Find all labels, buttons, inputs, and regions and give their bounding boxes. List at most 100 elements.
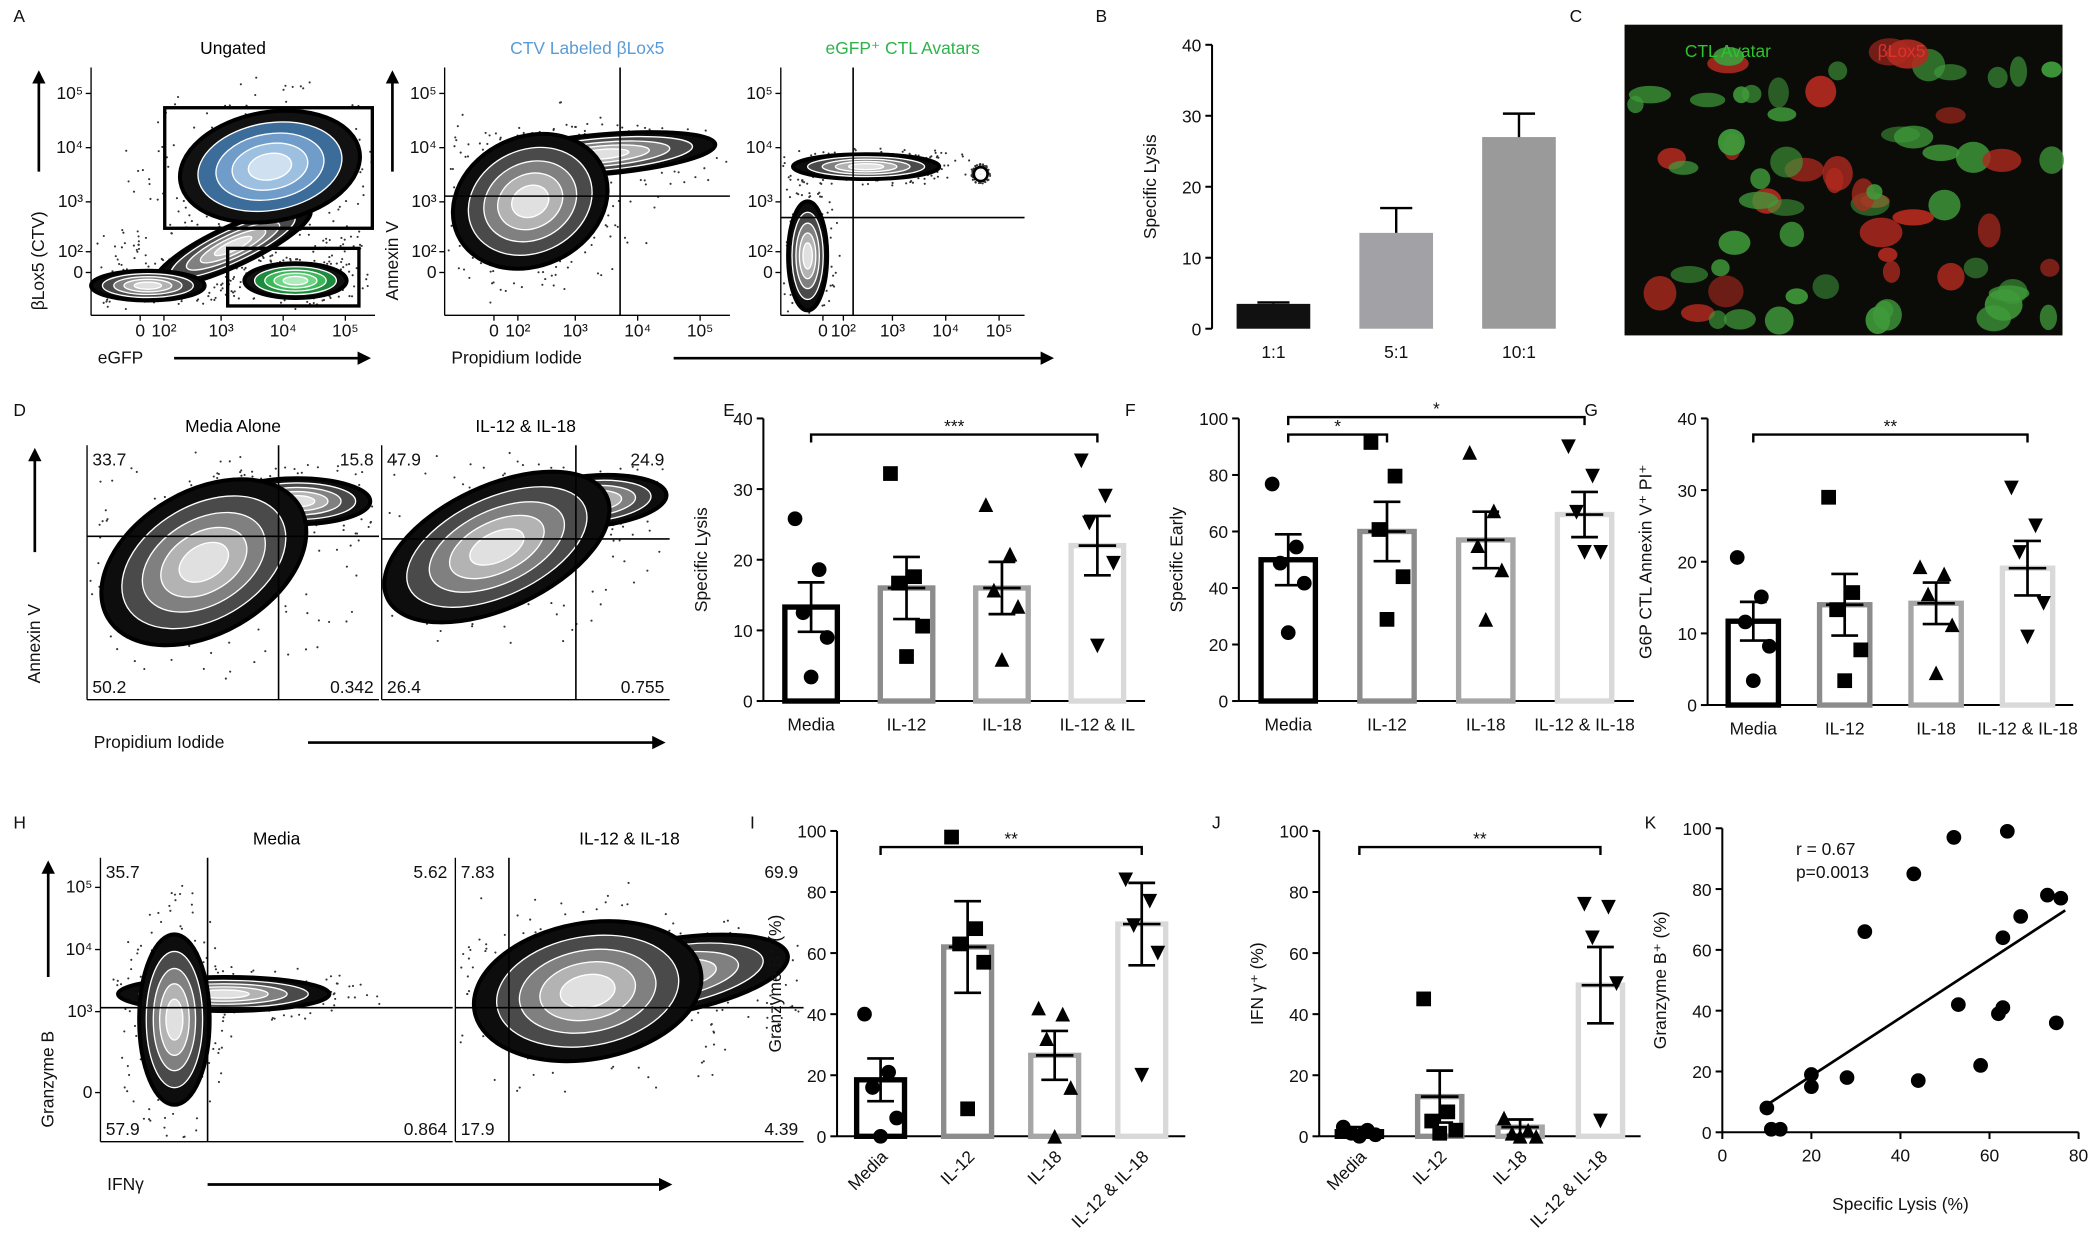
quadrant-percent: 69.9 [764,862,798,882]
event-dot [156,198,159,201]
y-tick-label: 60 [1692,941,1711,961]
y-tick-label: 10⁴ [66,939,93,959]
y-tick-label: 10⁴ [410,137,437,157]
event-dot [238,286,242,289]
y-tick-label: 0 [763,262,773,282]
event-dot [378,1002,381,1005]
cell [1812,274,1840,299]
event-dot [599,116,602,119]
event-dot [668,929,671,932]
event-dot [765,1001,769,1005]
event-dot [221,1020,225,1023]
event-dot [353,285,356,288]
event-dot [672,922,675,925]
event-dot [361,287,364,290]
event-dot [208,1100,212,1103]
event-dot [106,305,109,308]
y-tick-label: 0 [817,1127,827,1147]
event-dot [987,178,990,181]
event-dot [891,181,894,185]
event-dot [228,104,231,107]
data-point [1906,866,1922,882]
event-dot [766,1016,769,1019]
y-tick-label: 80 [1209,466,1228,486]
data-point [1081,515,1097,531]
event-dot [944,152,947,155]
event-dot [153,497,156,500]
event-dot [509,641,512,644]
event-dot [481,148,484,151]
data-point [1999,823,2015,839]
event-dot [529,918,532,921]
bar [1554,511,1615,704]
event-dot [348,985,351,988]
event-dot [780,1016,783,1020]
event-dot [604,901,607,904]
point-group [2004,480,2051,645]
data-point [1853,642,1869,658]
y-tick-label: 40 [733,409,752,429]
event-dot [905,182,908,185]
contour [978,171,983,177]
x-tick-label: 10² [831,321,856,341]
event-dot [814,152,817,155]
event-dot [289,259,292,262]
event-dot [136,948,140,951]
flow-plot: 0 10³ 10⁴ 10⁵ 35.7 5.62 57.9 0.864 IFNγ Granzyme … [38,857,673,1194]
data-point [2013,909,2029,924]
event-dot [703,167,706,170]
event-dot [127,180,130,183]
x-tick-label: 0 [1717,1146,1727,1166]
y-tick-label: 40 [1678,409,1697,429]
data-point [1950,997,1966,1012]
quadrant-percent: 0.342 [330,677,374,697]
event-dot [195,1129,198,1132]
y-tick-label: 10 [1182,248,1201,268]
cell [2009,56,2028,87]
quadrant-percent: 5.62 [413,862,447,882]
y-axis-label: Granzyme B⁺ (%) [1650,911,1670,1049]
error-bar [1501,1118,1539,1137]
event-dot [282,88,285,91]
event-dot [299,85,302,88]
cell [1805,75,1837,108]
event-dot [141,169,144,172]
event-dot [351,274,354,277]
event-dot [334,997,337,1001]
event-dot [909,181,912,184]
event-dot [139,975,142,978]
event-dot [230,966,233,969]
event-dot [287,653,290,656]
event-dot [345,620,348,623]
event-dot [217,222,220,226]
event-dot [354,473,357,476]
event-dot [460,966,463,969]
x-tick-label: Media [787,715,835,735]
event-dot [499,136,502,139]
event-dot [943,164,946,167]
event-dot [648,128,651,131]
event-dot [631,465,634,468]
y-tick-label: 10⁵ [746,83,773,103]
event-dot [669,182,672,185]
event-dot [503,625,506,628]
error-bar [1078,514,1117,577]
event-dot [810,154,813,157]
data-point [944,829,959,845]
event-dot [230,1035,233,1038]
data-point [1478,612,1494,627]
event-dot [489,301,492,304]
event-dot [270,260,273,263]
error-bar [887,555,926,621]
event-dot [522,932,525,935]
event-dot [611,268,614,271]
event-dot [612,205,615,208]
event-dot [694,176,697,179]
cell [1872,299,1902,331]
significance-label: ** [1473,828,1487,848]
data-point [907,569,922,585]
event-dot [360,244,363,247]
annotation: r = 0.67 [1796,839,1856,859]
event-dot [180,927,183,930]
data-point [1804,1079,1819,1095]
